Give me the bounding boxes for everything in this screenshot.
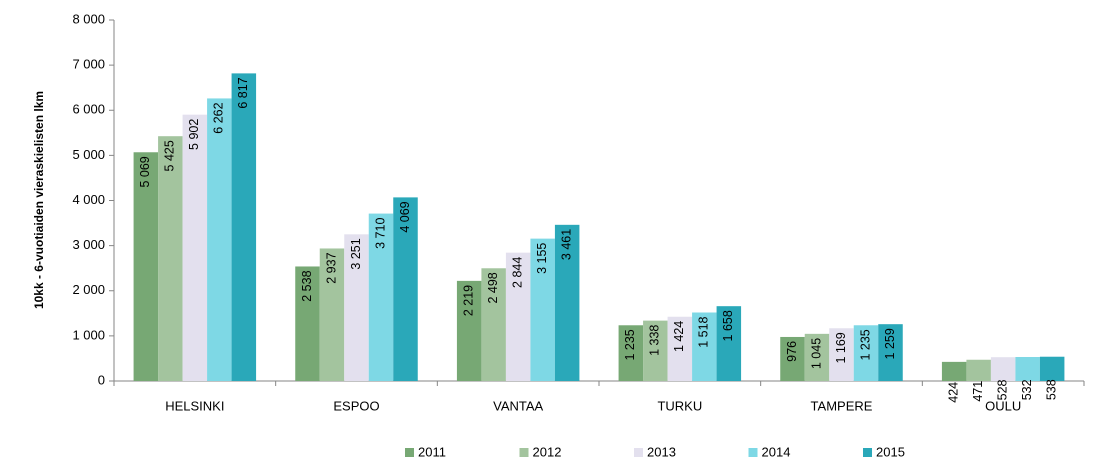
value-label: 424	[946, 382, 960, 403]
y-tick-label: 7 000	[72, 57, 105, 72]
bar	[133, 152, 159, 381]
legend-swatch	[519, 448, 529, 457]
bar	[207, 98, 232, 382]
value-label: 1 235	[858, 329, 872, 360]
legend-label: 2015	[876, 444, 905, 459]
bar	[505, 252, 531, 381]
bar	[618, 325, 644, 381]
legend-label: 2011	[418, 444, 446, 459]
value-label: 4 069	[398, 201, 412, 232]
value-label: 2 498	[486, 272, 500, 303]
y-tick-label: 1 000	[72, 327, 105, 342]
value-label: 528	[995, 379, 1009, 400]
y-tick-label: 0	[98, 372, 105, 387]
legend-label: 2013	[647, 444, 676, 459]
y-tick-label: 2 000	[72, 282, 105, 297]
y-tick-label: 6 000	[72, 102, 105, 117]
value-label: 532	[1020, 379, 1034, 400]
y-axis-label: 10kk - 6-vuotiaiden vieraskielisten lkm	[32, 91, 46, 309]
legend-swatch	[405, 448, 414, 457]
bar	[393, 197, 418, 381]
y-tick-label: 4 000	[72, 192, 105, 207]
value-label: 2 219	[461, 285, 475, 316]
y-tick-label: 3 000	[72, 237, 105, 252]
bar	[481, 268, 506, 381]
value-label: 2 844	[510, 257, 524, 288]
value-label: 1 259	[883, 328, 897, 359]
y-tick-label: 8 000	[72, 11, 105, 26]
value-label: 1 338	[648, 325, 662, 356]
value-label: 538	[1044, 379, 1058, 400]
legend-label: 2012	[533, 444, 562, 459]
legend-label: 2014	[762, 444, 791, 459]
value-label: 1 424	[672, 321, 686, 352]
value-label: 5 069	[138, 156, 152, 187]
value-label: 1 045	[809, 338, 823, 369]
x-tick-label: TURKU	[657, 398, 702, 413]
value-label: 1 235	[623, 329, 637, 360]
value-label: 976	[785, 341, 799, 362]
bar	[692, 312, 717, 381]
bar	[456, 280, 482, 381]
bar	[231, 73, 257, 381]
bar	[780, 336, 805, 381]
bar	[530, 238, 555, 381]
y-tick-label: 5 000	[72, 147, 105, 162]
bar	[295, 266, 320, 381]
value-label: 471	[971, 381, 985, 402]
x-tick-label: OULU	[985, 398, 1021, 413]
value-label: 3 710	[373, 218, 387, 249]
value-label: 3 155	[535, 243, 549, 274]
value-label: 1 518	[697, 316, 711, 347]
bar	[667, 316, 693, 381]
bar	[344, 234, 369, 381]
bar	[878, 324, 903, 381]
bar	[643, 320, 668, 381]
bar	[966, 359, 991, 381]
value-label: 6 262	[212, 102, 226, 133]
value-label: 2 937	[324, 252, 338, 283]
legend-swatch	[634, 448, 643, 457]
value-label: 3 251	[349, 238, 363, 269]
bar	[1015, 356, 1040, 381]
bar	[182, 114, 208, 382]
bar	[716, 306, 742, 381]
value-label: 2 538	[300, 270, 314, 301]
x-tick-label: VANTAA	[493, 398, 543, 413]
bar	[158, 136, 183, 381]
x-tick-label: ESPOO	[333, 398, 379, 413]
bar	[804, 333, 830, 381]
bar	[554, 224, 580, 381]
value-label: 6 817	[236, 77, 250, 108]
value-label: 1 169	[834, 332, 848, 363]
bar	[853, 325, 879, 381]
x-tick-label: HELSINKI	[165, 398, 224, 413]
bar	[829, 328, 854, 381]
bar	[941, 361, 967, 381]
value-label: 1 658	[721, 310, 735, 341]
bar	[319, 248, 345, 381]
legend-swatch	[748, 448, 758, 457]
value-label: 5 902	[187, 119, 201, 150]
x-tick-label: TAMPERE	[811, 398, 873, 413]
legend-swatch	[863, 448, 872, 457]
bar	[368, 213, 394, 381]
value-label: 3 461	[559, 229, 573, 260]
bar	[990, 357, 1016, 381]
bar	[1039, 356, 1065, 381]
value-label: 5 425	[163, 140, 177, 171]
